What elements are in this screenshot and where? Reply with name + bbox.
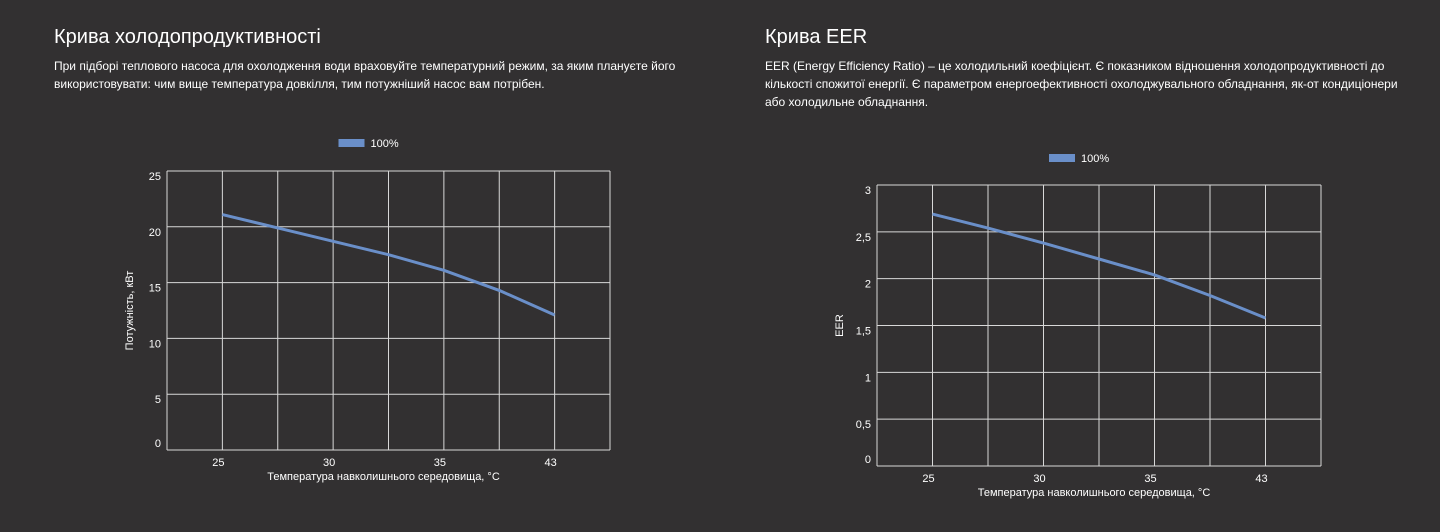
legend-swatch [1049, 154, 1075, 162]
y-tick-label: 0 [155, 438, 161, 450]
x-axis-label: Температура навколишнього середовища, °C [978, 487, 1211, 499]
x-tick-label: 30 [323, 457, 335, 469]
panel-title: Крива EER [765, 26, 868, 48]
y-axis-label: Потужність, кВт [124, 271, 136, 351]
x-tick-label: 35 [1144, 473, 1156, 485]
x-tick-label: 30 [1033, 473, 1045, 485]
y-tick-label: 15 [149, 283, 161, 295]
x-tick-label: 25 [922, 473, 934, 485]
panel-description: При підборі теплового насоса для охолодж… [54, 59, 676, 91]
x-tick-label: 43 [1255, 473, 1267, 485]
legend-swatch [338, 139, 365, 147]
y-tick-label: 10 [149, 338, 161, 350]
y-tick-label: 0,5 [856, 419, 871, 431]
y-tick-label: 2 [865, 279, 871, 291]
y-tick-label: 1 [865, 372, 871, 384]
y-tick-label: 1,5 [856, 326, 871, 338]
panel-description: EER (Energy Efficiency Ratio) – це холод… [765, 59, 1398, 109]
y-tick-label: 0 [865, 454, 871, 466]
x-tick-label: 35 [434, 457, 446, 469]
y-tick-label: 25 [149, 171, 161, 183]
y-tick-label: 20 [149, 227, 161, 239]
y-tick-label: 3 [865, 185, 871, 197]
y-tick-label: 5 [155, 394, 161, 406]
panel-title: Крива холодопродуктивності [54, 26, 321, 48]
y-axis-label: EER [834, 314, 846, 337]
legend-label: 100% [1081, 153, 1109, 165]
legend-label: 100% [371, 138, 399, 150]
x-tick-label: 43 [545, 457, 557, 469]
x-tick-label: 25 [212, 457, 224, 469]
x-axis-label: Температура навколишнього середовища, °C [267, 471, 500, 483]
y-tick-label: 2,5 [856, 232, 871, 244]
